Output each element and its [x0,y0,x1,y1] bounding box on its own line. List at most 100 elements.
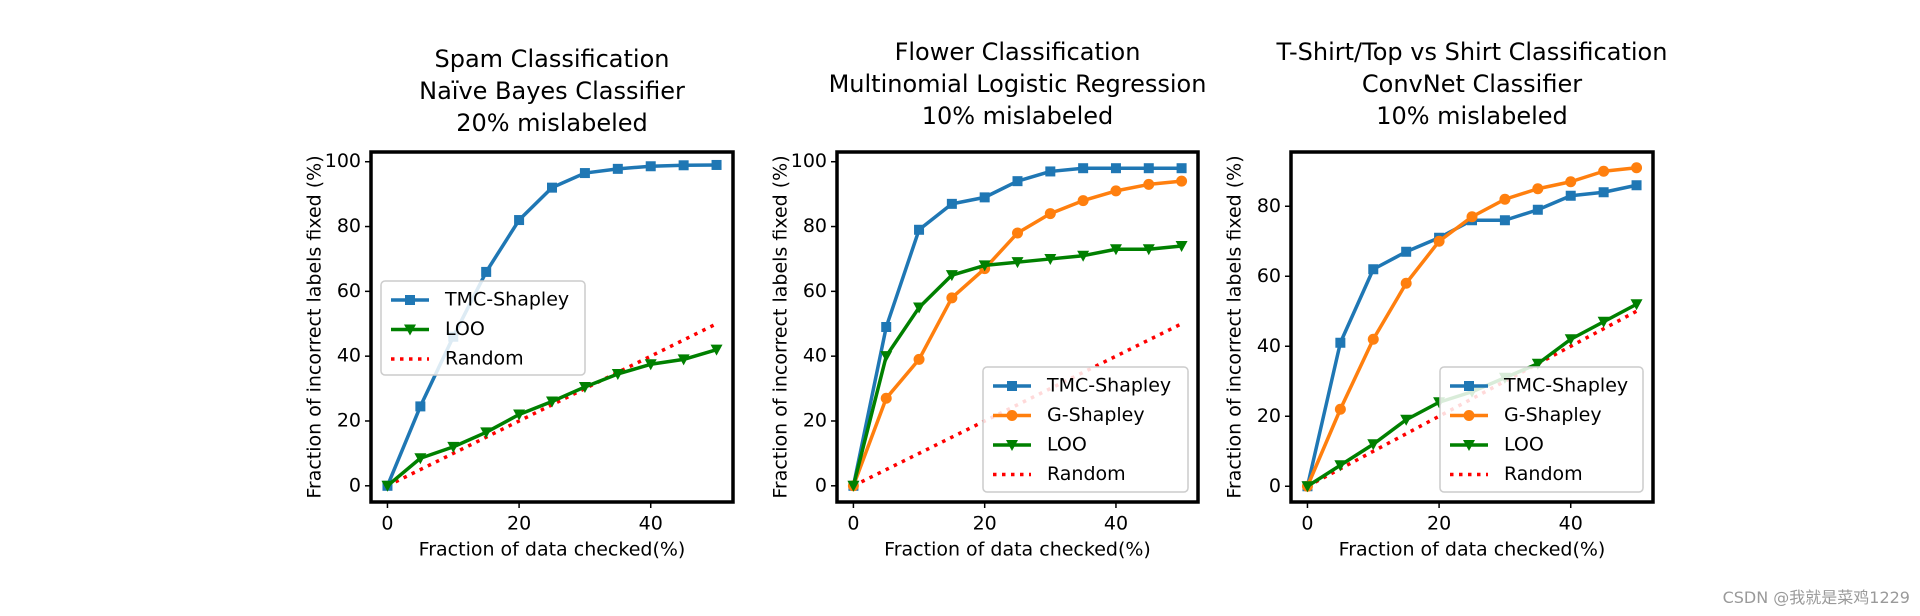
chart-1: Spam Classification Naïve Bayes Classifie… [304,45,735,561]
data-point-g-shapley [913,353,925,365]
x-tick-label: 40 [1559,513,1583,535]
x-tick-label: 20 [1427,513,1451,535]
axes-frame [1289,150,1655,504]
data-point-loo [677,354,690,366]
data-point-tmc-shapley [881,322,892,332]
y-axis-label: Fraction of incorrect labels fixed (%) [770,155,792,498]
x-tick-label: 20 [507,513,531,535]
data-point-loo [1400,414,1413,426]
y-tick-label: 20 [1257,405,1281,427]
data-point-tmc-shapley [514,215,525,226]
data-point-g-shapley [946,292,958,304]
chart-2: Flower Classification Multinomial Logisti… [770,38,1207,561]
data-point-g-shapley [1077,195,1089,207]
data-point-loo [546,396,558,408]
data-point-loo [1301,481,1314,493]
data-point-g-shapley [1433,235,1445,247]
data-point-tmc-shapley [946,198,957,209]
legend: TMC-Shapley G-Shapley LOO Random [1439,366,1644,493]
x-tick-label: 0 [847,513,859,535]
data-point-tmc-shapley [481,266,492,277]
data-point-tmc-shapley [678,160,689,171]
legend-marker-tmc-shapley [405,295,415,305]
data-point-loo [644,359,657,371]
chart-title-line: 20% mislabeled [456,109,648,137]
legend-marker-g-shapley [1463,410,1475,421]
data-point-tmc-shapley [1143,163,1154,174]
data-point-tmc-shapley [1176,163,1187,174]
data-point-g-shapley [1532,183,1544,195]
data-point-loo [578,381,591,393]
y-tick-label: 100 [325,150,361,172]
data-point-g-shapley [1367,333,1379,345]
data-point-loo [1334,460,1347,472]
y-tick-label: 60 [803,280,827,302]
y-tick-label: 100 [791,150,827,172]
data-point-tmc-shapley [1335,337,1346,348]
data-point-tmc-shapley [415,401,426,412]
data-point-tmc-shapley [1368,264,1379,275]
y-tick-label: 80 [1257,195,1281,217]
legend-label-random: Random [445,348,524,370]
y-tick-label: 0 [349,474,361,496]
legend-label-tmc-shapley: TMC-Shapley [444,289,569,311]
chart-title-line: 10% mislabeled [1376,102,1568,130]
data-point-loo [447,441,460,453]
x-tick-label: 40 [1104,513,1128,535]
x-axis-label: Fraction of data checked(%) [884,539,1151,561]
data-point-loo [1597,316,1610,328]
y-tick-label: 40 [337,345,361,367]
data-point-loo [611,368,624,380]
data-point-tmc-shapley [645,161,656,172]
data-point-loo [1367,439,1380,451]
y-axis-label: Fraction of incorrect labels fixed (%) [304,155,326,498]
y-tick-label: 60 [1257,265,1281,287]
legend-box [1439,366,1644,493]
data-point-tmc-shapley [979,192,990,203]
data-point-g-shapley [880,392,892,404]
data-point-loo [945,270,958,282]
x-tick-label: 0 [381,513,393,535]
data-point-loo [1531,358,1544,370]
data-point-g-shapley [1110,185,1122,197]
data-point-tmc-shapley [579,168,590,179]
data-point-g-shapley [1565,176,1577,188]
chart-title-line: Spam Classification [435,45,670,73]
axes-frame [369,150,735,504]
data-point-tmc-shapley [612,163,623,174]
data-point-g-shapley [1400,277,1412,289]
chart-title-line: ConvNet Classifier [1362,70,1582,98]
legend-label-tmc-shapley: TMC-Shapley [1503,375,1628,397]
x-axis-label: Fraction of data checked(%) [1339,539,1606,561]
data-point-g-shapley [1631,162,1643,174]
data-point-loo [414,453,427,465]
y-tick-label: 40 [1257,335,1281,357]
legend-marker-loo [1006,440,1018,451]
chart-title-line: T-Shirt/Top vs Shirt Classification [1276,38,1668,66]
data-point-g-shapley [1012,227,1023,239]
data-point-loo [1142,244,1155,256]
data-point-g-shapley [1598,165,1610,177]
y-tick-label: 20 [803,409,827,431]
data-point-tmc-shapley [1631,180,1642,191]
y-tick-label: 20 [337,409,361,431]
x-tick-label: 0 [1301,513,1313,535]
data-point-loo [1630,299,1643,311]
legend: TMC-Shapley LOO Random [380,280,586,376]
data-point-tmc-shapley [914,224,925,235]
legend-label-random: Random [1504,463,1583,485]
axes-frame [835,150,1200,504]
chart-title-line: 10% mislabeled [922,102,1114,130]
data-point-tmc-shapley [1499,215,1510,226]
data-point-g-shapley [1176,175,1188,187]
data-point-loo [847,480,860,492]
chart-title-line: Naïve Bayes Classifier [419,77,685,105]
y-tick-label: 80 [337,215,361,237]
y-tick-label: 60 [337,280,361,302]
legend-marker-tmc-shapley [1007,381,1017,391]
legend-box [982,366,1189,493]
data-point-g-shapley [1466,211,1478,223]
legend-marker-loo [404,324,416,336]
data-point-loo [513,409,526,421]
